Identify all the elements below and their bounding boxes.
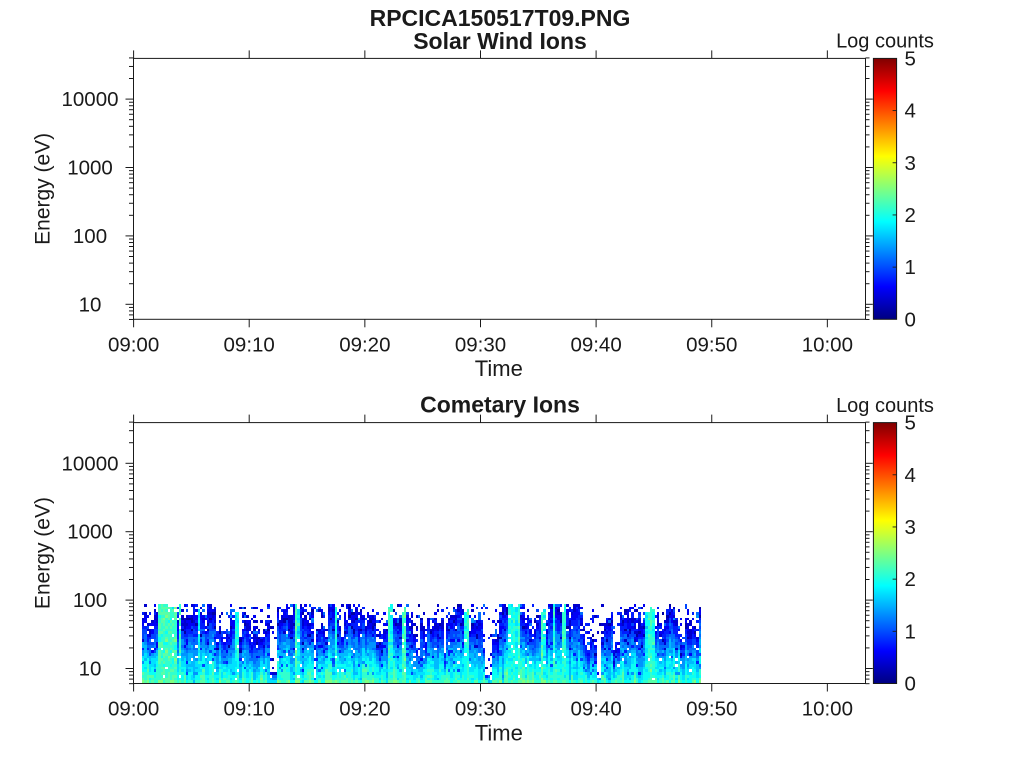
svg-text:1: 1 [905,256,916,279]
svg-text:09:30: 09:30 [455,334,506,357]
svg-text:10: 10 [79,658,102,681]
svg-text:Energy (eV): Energy (eV) [32,133,55,245]
svg-text:09:00: 09:00 [108,698,159,721]
svg-text:Time: Time [475,720,523,745]
svg-text:09:40: 09:40 [570,698,621,721]
svg-text:09:50: 09:50 [686,334,737,357]
svg-text:Log counts: Log counts [836,31,934,53]
svg-text:100: 100 [73,225,107,248]
svg-text:0: 0 [905,673,916,696]
svg-text:09:10: 09:10 [224,334,275,357]
svg-text:5: 5 [905,412,916,435]
svg-text:09:20: 09:20 [339,698,390,721]
svg-text:10:00: 10:00 [802,334,853,357]
svg-text:100: 100 [73,589,107,612]
svg-text:Energy (eV): Energy (eV) [32,497,55,609]
svg-text:09:40: 09:40 [570,334,621,357]
svg-text:3: 3 [905,516,916,539]
svg-text:0: 0 [905,308,916,331]
svg-text:1000: 1000 [67,157,113,180]
svg-text:1: 1 [905,620,916,643]
svg-text:09:20: 09:20 [339,334,390,357]
svg-text:10:00: 10:00 [802,698,853,721]
svg-text:Solar Wind Ions: Solar Wind Ions [413,28,587,54]
svg-text:3: 3 [905,152,916,175]
svg-text:RPCICA150517T09.PNG: RPCICA150517T09.PNG [370,5,631,31]
svg-text:2: 2 [905,568,916,591]
svg-text:4: 4 [905,100,916,123]
svg-text:09:50: 09:50 [686,698,737,721]
svg-text:1000: 1000 [67,521,113,544]
svg-text:10: 10 [79,293,102,316]
svg-text:Cometary Ions: Cometary Ions [420,392,580,418]
svg-text:10000: 10000 [61,452,118,475]
svg-text:Log counts: Log counts [836,395,934,417]
svg-text:10000: 10000 [61,88,118,111]
svg-text:09:00: 09:00 [108,334,159,357]
svg-text:4: 4 [905,464,916,487]
svg-text:Time: Time [475,356,523,381]
svg-text:09:10: 09:10 [224,698,275,721]
svg-text:09:30: 09:30 [455,698,506,721]
svg-text:2: 2 [905,204,916,227]
svg-text:5: 5 [905,47,916,70]
